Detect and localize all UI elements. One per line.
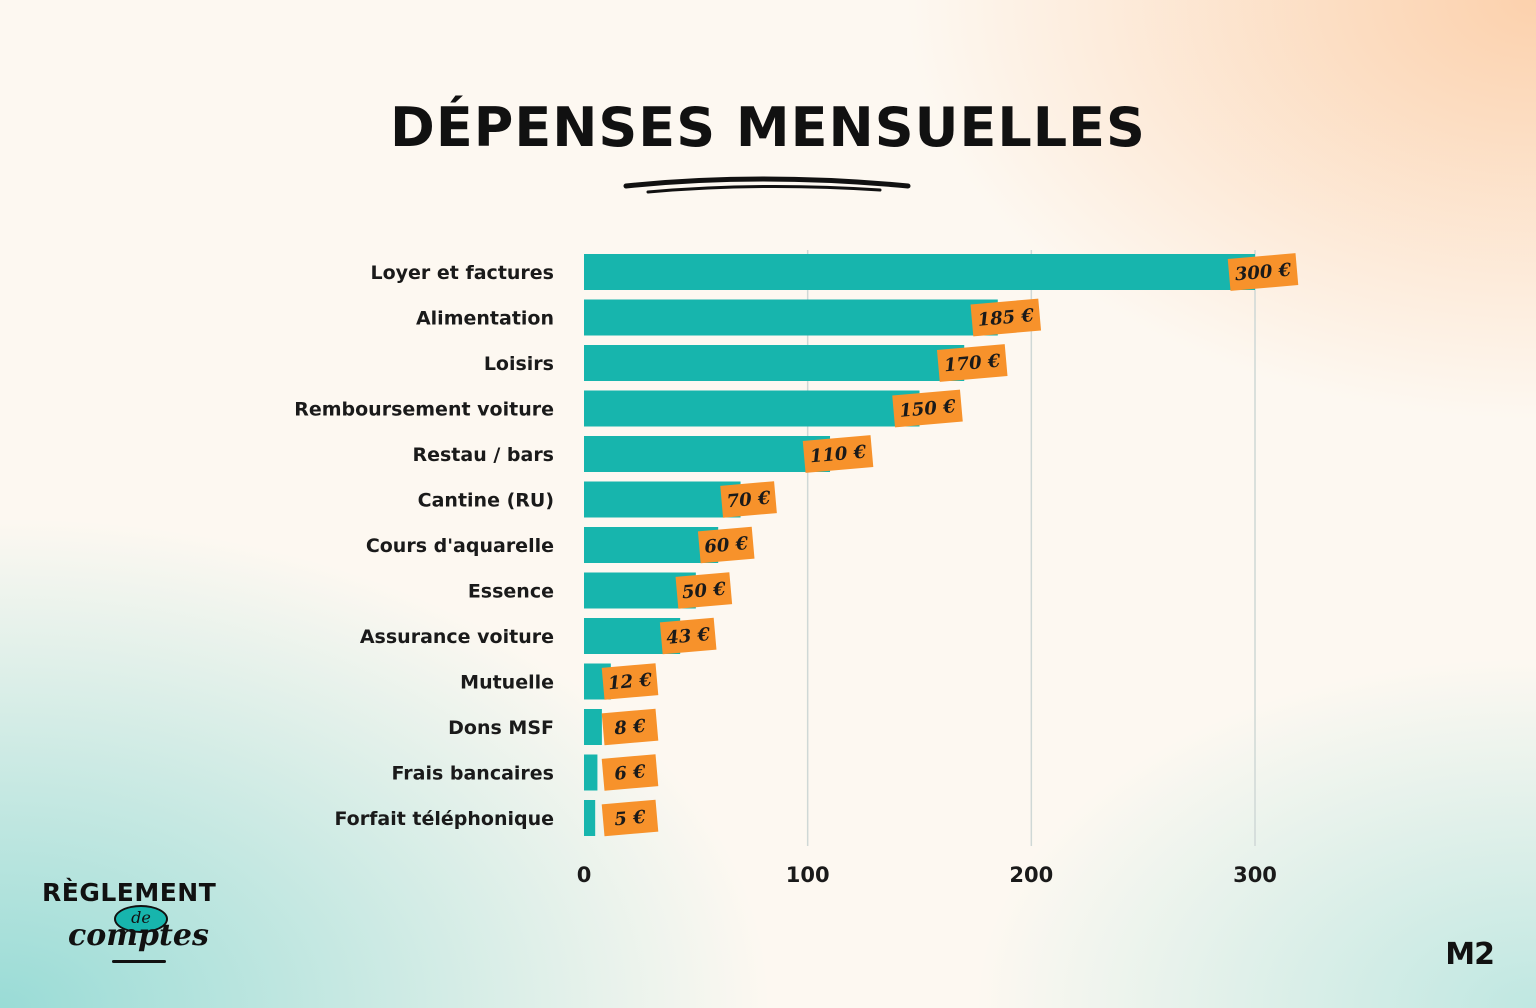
category-label: Cours d'aquarelle [366, 535, 554, 557]
value-label-bg [601, 708, 659, 746]
value-label: 185 € [970, 298, 1042, 337]
value-label: 150 € [892, 389, 963, 428]
logo-text-comptes: comptes [68, 918, 209, 953]
value-label: 50 € [675, 572, 733, 609]
value-label-bg [892, 389, 963, 428]
x-tick-label: 0 [577, 863, 592, 887]
value-label: 70 € [720, 481, 777, 518]
logo-text-reglement: RÈGLEMENT [42, 878, 217, 907]
category-label: Loisirs [484, 353, 554, 375]
value-label-bg [659, 617, 717, 655]
m2-logo: M2 [1445, 937, 1495, 972]
grid-lines [806, 250, 1256, 846]
value-label-text: 170 € [943, 351, 1001, 377]
value-label-text: 8 € [613, 716, 647, 740]
bar [584, 436, 831, 472]
value-label: 6 € [601, 754, 659, 791]
x-tick-label: 100 [786, 863, 830, 887]
logo-underline [112, 960, 166, 963]
value-label-bg [936, 344, 1008, 382]
value-label-bg [675, 572, 733, 609]
category-label: Cantine (RU) [418, 490, 554, 512]
value-label: 12 € [601, 663, 659, 700]
logo-text-de: de [114, 905, 168, 933]
x-tick-label: 300 [1233, 863, 1277, 887]
bar [584, 299, 998, 336]
category-label: Dons MSF [448, 717, 554, 739]
value-label-text: 185 € [977, 305, 1035, 331]
reglement-de-comptes-logo: RÈGLEMENT de comptes [42, 878, 242, 968]
category-label: Frais bancaires [391, 763, 554, 785]
bar [584, 390, 920, 427]
value-label: 5 € [601, 799, 659, 837]
value-labels: 300 € 185 € 170 € 150 € 110 € 70 € 60 € 50 € 43 … [601, 253, 1299, 837]
category-label: Essence [468, 581, 554, 603]
bar [584, 754, 598, 791]
value-label-bg [601, 663, 659, 700]
value-label-bg [970, 298, 1042, 337]
value-label-bg [802, 435, 874, 473]
category-label: Alimentation [416, 308, 554, 330]
value-label-bg [601, 754, 659, 791]
value-label: 300 € [1227, 253, 1299, 291]
page-title: DÉPENSES MENSUELLES [390, 96, 1146, 159]
value-label-text: 110 € [809, 442, 867, 468]
bar [584, 254, 1255, 290]
value-label-text: 300 € [1234, 260, 1292, 286]
title-underline [623, 176, 911, 194]
x-axis-ticks: 0 100 200 300 [577, 863, 1277, 887]
value-label-text: 70 € [726, 488, 772, 513]
bar [584, 481, 741, 518]
value-label: 43 € [659, 617, 717, 655]
bar [584, 345, 965, 381]
value-label-text: 43 € [665, 624, 711, 649]
value-label-bg [720, 481, 777, 518]
value-label-text: 5 € [614, 807, 648, 831]
value-label-bg [601, 799, 659, 837]
value-label: 110 € [802, 435, 874, 473]
category-labels: Loyer et factures Alimentation Loisirs Remb… [294, 262, 554, 830]
bar [584, 527, 719, 563]
value-label: 170 € [936, 344, 1008, 382]
value-label-text: 150 € [899, 396, 957, 422]
category-label: Remboursement voiture [294, 399, 554, 421]
value-label-text: 60 € [703, 533, 749, 558]
category-label: Forfait téléphonique [334, 808, 554, 830]
category-label: Loyer et factures [370, 262, 554, 284]
category-label: Restau / bars [412, 444, 554, 466]
bars [584, 254, 1255, 836]
value-label: 8 € [601, 708, 659, 746]
bar [584, 800, 596, 836]
value-label-text: 12 € [607, 670, 653, 695]
value-label-bg [1227, 253, 1299, 291]
bar [584, 709, 602, 745]
value-label-text: 50 € [681, 579, 727, 604]
value-label-text: 6 € [614, 761, 648, 785]
category-label: Mutuelle [460, 672, 554, 694]
x-tick-label: 200 [1009, 863, 1053, 887]
category-label: Assurance voiture [360, 626, 554, 648]
value-label: 60 € [697, 526, 755, 564]
value-label-bg [697, 526, 755, 564]
